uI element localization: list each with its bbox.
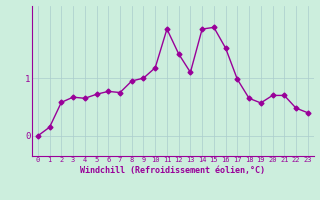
X-axis label: Windchill (Refroidissement éolien,°C): Windchill (Refroidissement éolien,°C) (80, 166, 265, 175)
